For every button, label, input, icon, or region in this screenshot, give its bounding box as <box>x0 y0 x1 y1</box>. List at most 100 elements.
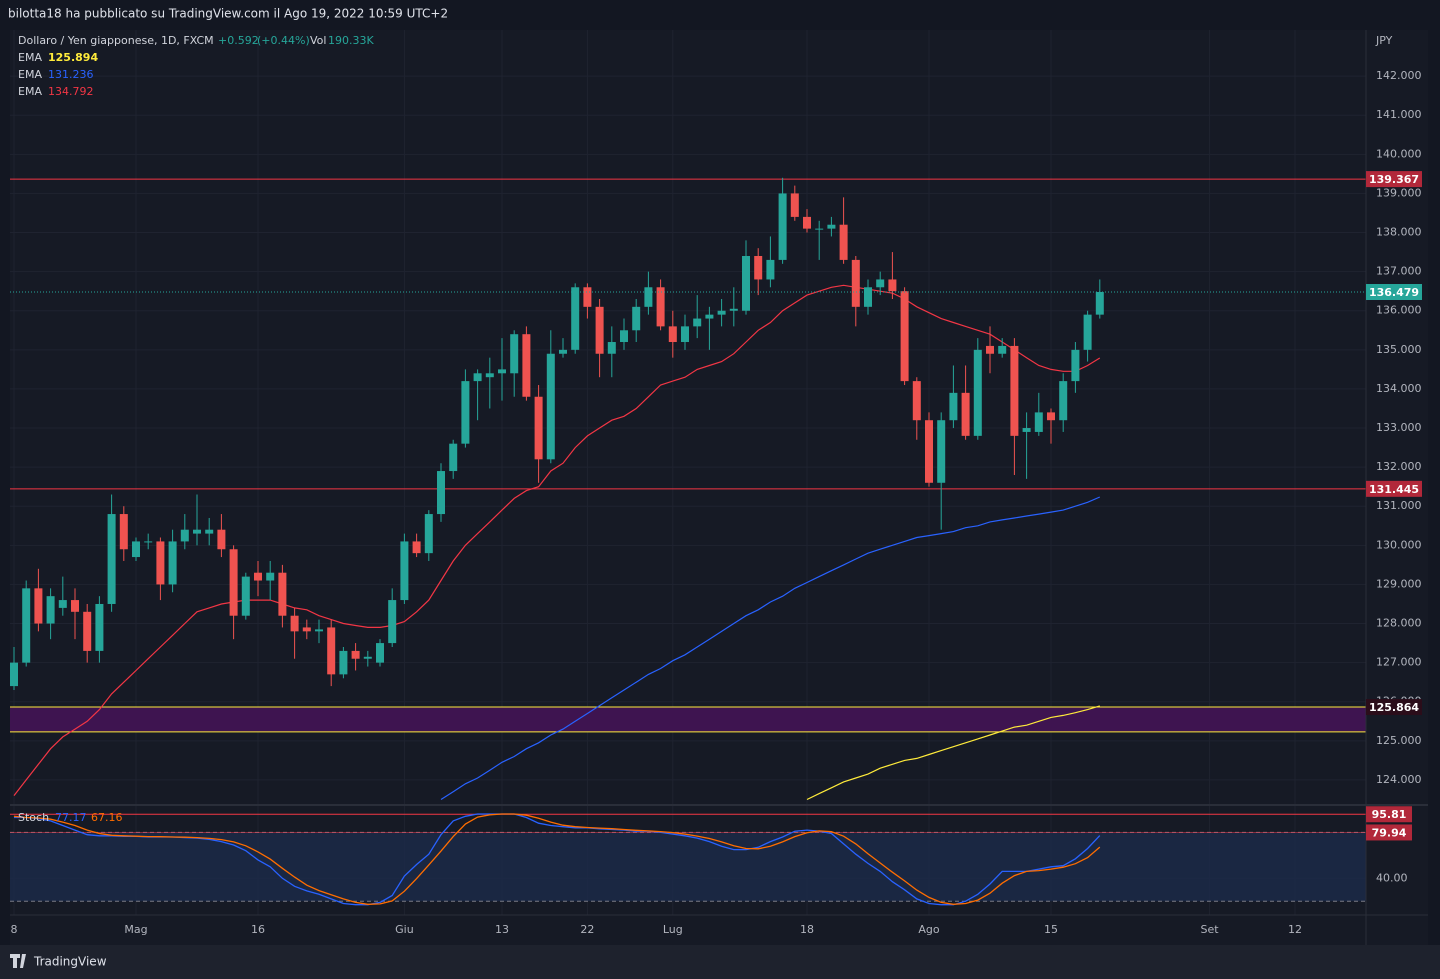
candle-body <box>46 596 55 624</box>
legend-value: 131.236 <box>48 68 94 81</box>
candle-body <box>278 572 287 616</box>
candle-body <box>937 420 946 483</box>
stoch-title: Stoch <box>18 811 49 824</box>
legend-value: 125.894 <box>48 51 98 64</box>
candle-body <box>754 255 763 280</box>
candle-body <box>156 541 165 585</box>
candle-body <box>437 471 445 515</box>
x-tick-label: 8 <box>11 923 18 936</box>
x-tick-label: 13 <box>495 923 509 936</box>
volume: 190.33K <box>328 34 374 47</box>
y-tick-label: 134.000 <box>1376 382 1422 395</box>
candle-body <box>132 541 140 558</box>
y-tick-label: 140.000 <box>1376 147 1422 160</box>
candle-body <box>778 193 787 260</box>
volume-label: Vol <box>310 34 326 47</box>
price-badge-label: 125.864 <box>1369 701 1419 714</box>
y-tick-label: 141.000 <box>1376 108 1422 121</box>
logo <box>10 954 26 968</box>
candle-body <box>607 342 616 354</box>
candle-body <box>205 529 214 534</box>
y-tick-label: 40.00 <box>1376 871 1408 884</box>
candle-body <box>302 627 311 632</box>
candle-body <box>510 334 519 374</box>
candle-body <box>315 629 323 632</box>
candle-body <box>742 255 750 311</box>
candle-body <box>620 330 628 343</box>
legend-value: 67.16 <box>91 811 123 824</box>
legend-name: EMA <box>18 68 42 81</box>
candle-body <box>766 259 775 280</box>
value-badge-label: 79.94 <box>1372 826 1407 839</box>
x-tick-label: Set <box>1201 923 1220 936</box>
price-badge <box>1366 480 1422 497</box>
candle-body <box>168 541 177 585</box>
candle-body <box>1022 428 1031 432</box>
price-badge-label: 139.367 <box>1369 173 1419 186</box>
candle-body <box>681 326 689 343</box>
y-tick-label: 138.000 <box>1376 226 1422 239</box>
x-tick-label: Ago <box>918 923 940 936</box>
candle-body <box>498 369 506 374</box>
candle-body <box>1071 349 1080 382</box>
value-badge <box>1366 806 1412 823</box>
value-badge-label: 95.81 <box>1372 808 1407 821</box>
change: +0.592 <box>218 34 259 47</box>
candle-body <box>815 228 824 230</box>
candle-body <box>254 572 262 581</box>
y-tick-label: 135.000 <box>1376 343 1422 356</box>
candle-body <box>961 392 970 436</box>
candle-body <box>522 334 531 397</box>
candle-body <box>241 576 250 616</box>
candle-body <box>229 549 238 616</box>
candle-body <box>193 529 201 534</box>
candle-body <box>559 349 567 354</box>
candle-body <box>803 216 811 229</box>
candle-body <box>1083 314 1092 350</box>
candle-body <box>717 310 726 315</box>
price-badge-label: 131.445 <box>1369 483 1419 496</box>
candle-body <box>839 224 848 260</box>
brand: TradingView <box>33 955 107 969</box>
candle-body <box>900 291 909 382</box>
candle-body <box>693 318 702 327</box>
y-tick-label: 142.000 <box>1376 69 1422 82</box>
x-tick-label: 18 <box>800 923 814 936</box>
candle-body <box>290 615 299 632</box>
price-badge <box>1366 284 1422 301</box>
candle-body <box>71 600 79 612</box>
candle-body <box>790 193 799 217</box>
candle-body <box>363 656 372 659</box>
candle-body <box>998 345 1007 354</box>
candle-body <box>534 396 543 460</box>
x-tick-label: 16 <box>251 923 265 936</box>
candle-body <box>864 287 872 307</box>
candle-body <box>1010 345 1019 436</box>
y-tick-label: 128.000 <box>1376 617 1422 630</box>
legend-name: EMA <box>18 85 42 98</box>
x-tick-label: 22 <box>580 923 594 936</box>
price-badge-label: 136.479 <box>1369 286 1419 299</box>
candle-body <box>1047 412 1055 421</box>
candle-body <box>925 420 933 483</box>
legend-name: EMA <box>18 51 42 64</box>
candle-body <box>351 650 360 659</box>
candle-body <box>1095 292 1104 315</box>
candle-body <box>912 381 921 421</box>
candle-body <box>485 373 494 378</box>
candle-body <box>1059 381 1068 421</box>
candle-body <box>668 326 677 343</box>
x-tick-label: Lug <box>663 923 683 936</box>
value-badge <box>1366 824 1412 841</box>
candle-body <box>632 306 641 331</box>
legend-value: 77.17 <box>55 811 87 824</box>
candle-body <box>144 541 153 543</box>
candle-body <box>1034 412 1043 432</box>
candle-body <box>473 373 482 382</box>
chart-area <box>10 30 1428 945</box>
change-percent: (+0.44%) <box>257 34 310 47</box>
x-tick-label: Giu <box>395 923 414 936</box>
candle-body <box>546 353 555 460</box>
